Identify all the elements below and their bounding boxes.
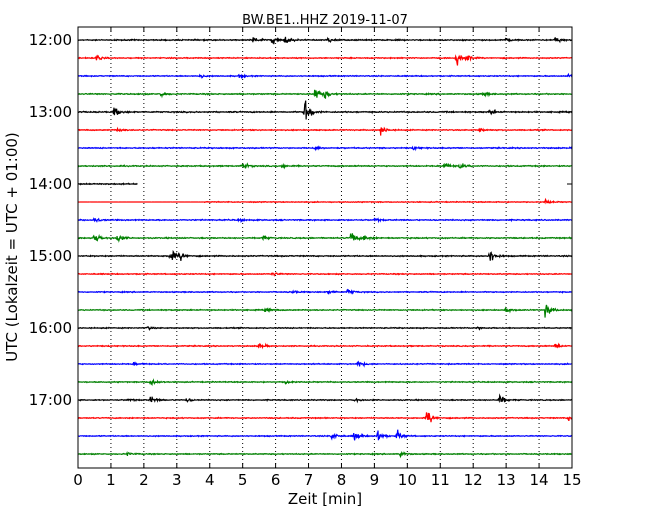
trace-1445 [77,233,573,243]
trace-1400 [77,182,138,186]
x-tick-label: 11 [431,471,450,489]
trace-1500 [77,249,573,261]
trace-1415 [77,197,573,205]
trace-1715 [77,412,573,423]
grid-lines [110,27,540,468]
x-tick-label: 4 [205,471,215,489]
x-tick-label: 5 [238,471,248,489]
trace-1700 [77,393,573,404]
y-tick-label: 14:00 [29,175,72,193]
x-tick-label: 2 [139,471,149,489]
trace-1215 [77,54,573,66]
x-tick-label: 12 [464,471,483,489]
x-axis-label: Zeit [min] [288,490,362,508]
trace-1600 [77,325,573,332]
y-tick-label: 17:00 [29,391,72,409]
seismogram-traces [77,36,573,459]
y-axis-label: UTC (Lokalzeit = UTC + 01:00) [3,132,21,362]
trace-1300 [77,100,573,120]
y-tick-label: 16:00 [29,319,72,337]
x-tick-label: 14 [530,471,549,489]
trace-1245 [77,89,573,99]
trace-1530 [77,288,573,295]
x-tick-label: 3 [172,471,182,489]
y-tick-label: 13:00 [29,103,72,121]
trace-1330 [77,145,573,152]
trace-1645 [77,378,573,387]
x-tick-label: 10 [398,471,417,489]
y-tick-label: 15:00 [29,247,72,265]
x-tick-label: 6 [271,471,281,489]
x-tick-label: 15 [562,471,581,489]
trace-1630 [77,360,573,368]
y-axis-ticks: 12:00 13:00 14:00 15:00 16:00 17:00 [29,31,572,409]
x-tick-label: 13 [497,471,516,489]
x-tick-label: 9 [370,471,380,489]
x-tick-label: 0 [73,471,83,489]
y-tick-label: 12:00 [29,31,72,49]
trace-1345 [77,162,573,170]
trace-1745 [77,450,573,459]
plot-frame [77,26,573,469]
x-tick-label: 8 [337,471,347,489]
chart-title: BW.BE1..HHZ 2019-11-07 [242,13,408,28]
trace-1200 [77,36,573,45]
trace-1430 [77,217,573,224]
trace-1315 [77,126,573,136]
trace-1230 [77,72,573,80]
trace-1615 [77,342,573,350]
x-tick-label: 7 [304,471,314,489]
x-axis-ticks: 0 1 2 3 4 5 6 7 8 9 10 11 12 13 14 15 [73,27,582,489]
trace-1545 [77,304,573,318]
trace-1730 [77,429,573,441]
x-tick-label: 1 [106,471,116,489]
trace-1515 [77,272,573,277]
